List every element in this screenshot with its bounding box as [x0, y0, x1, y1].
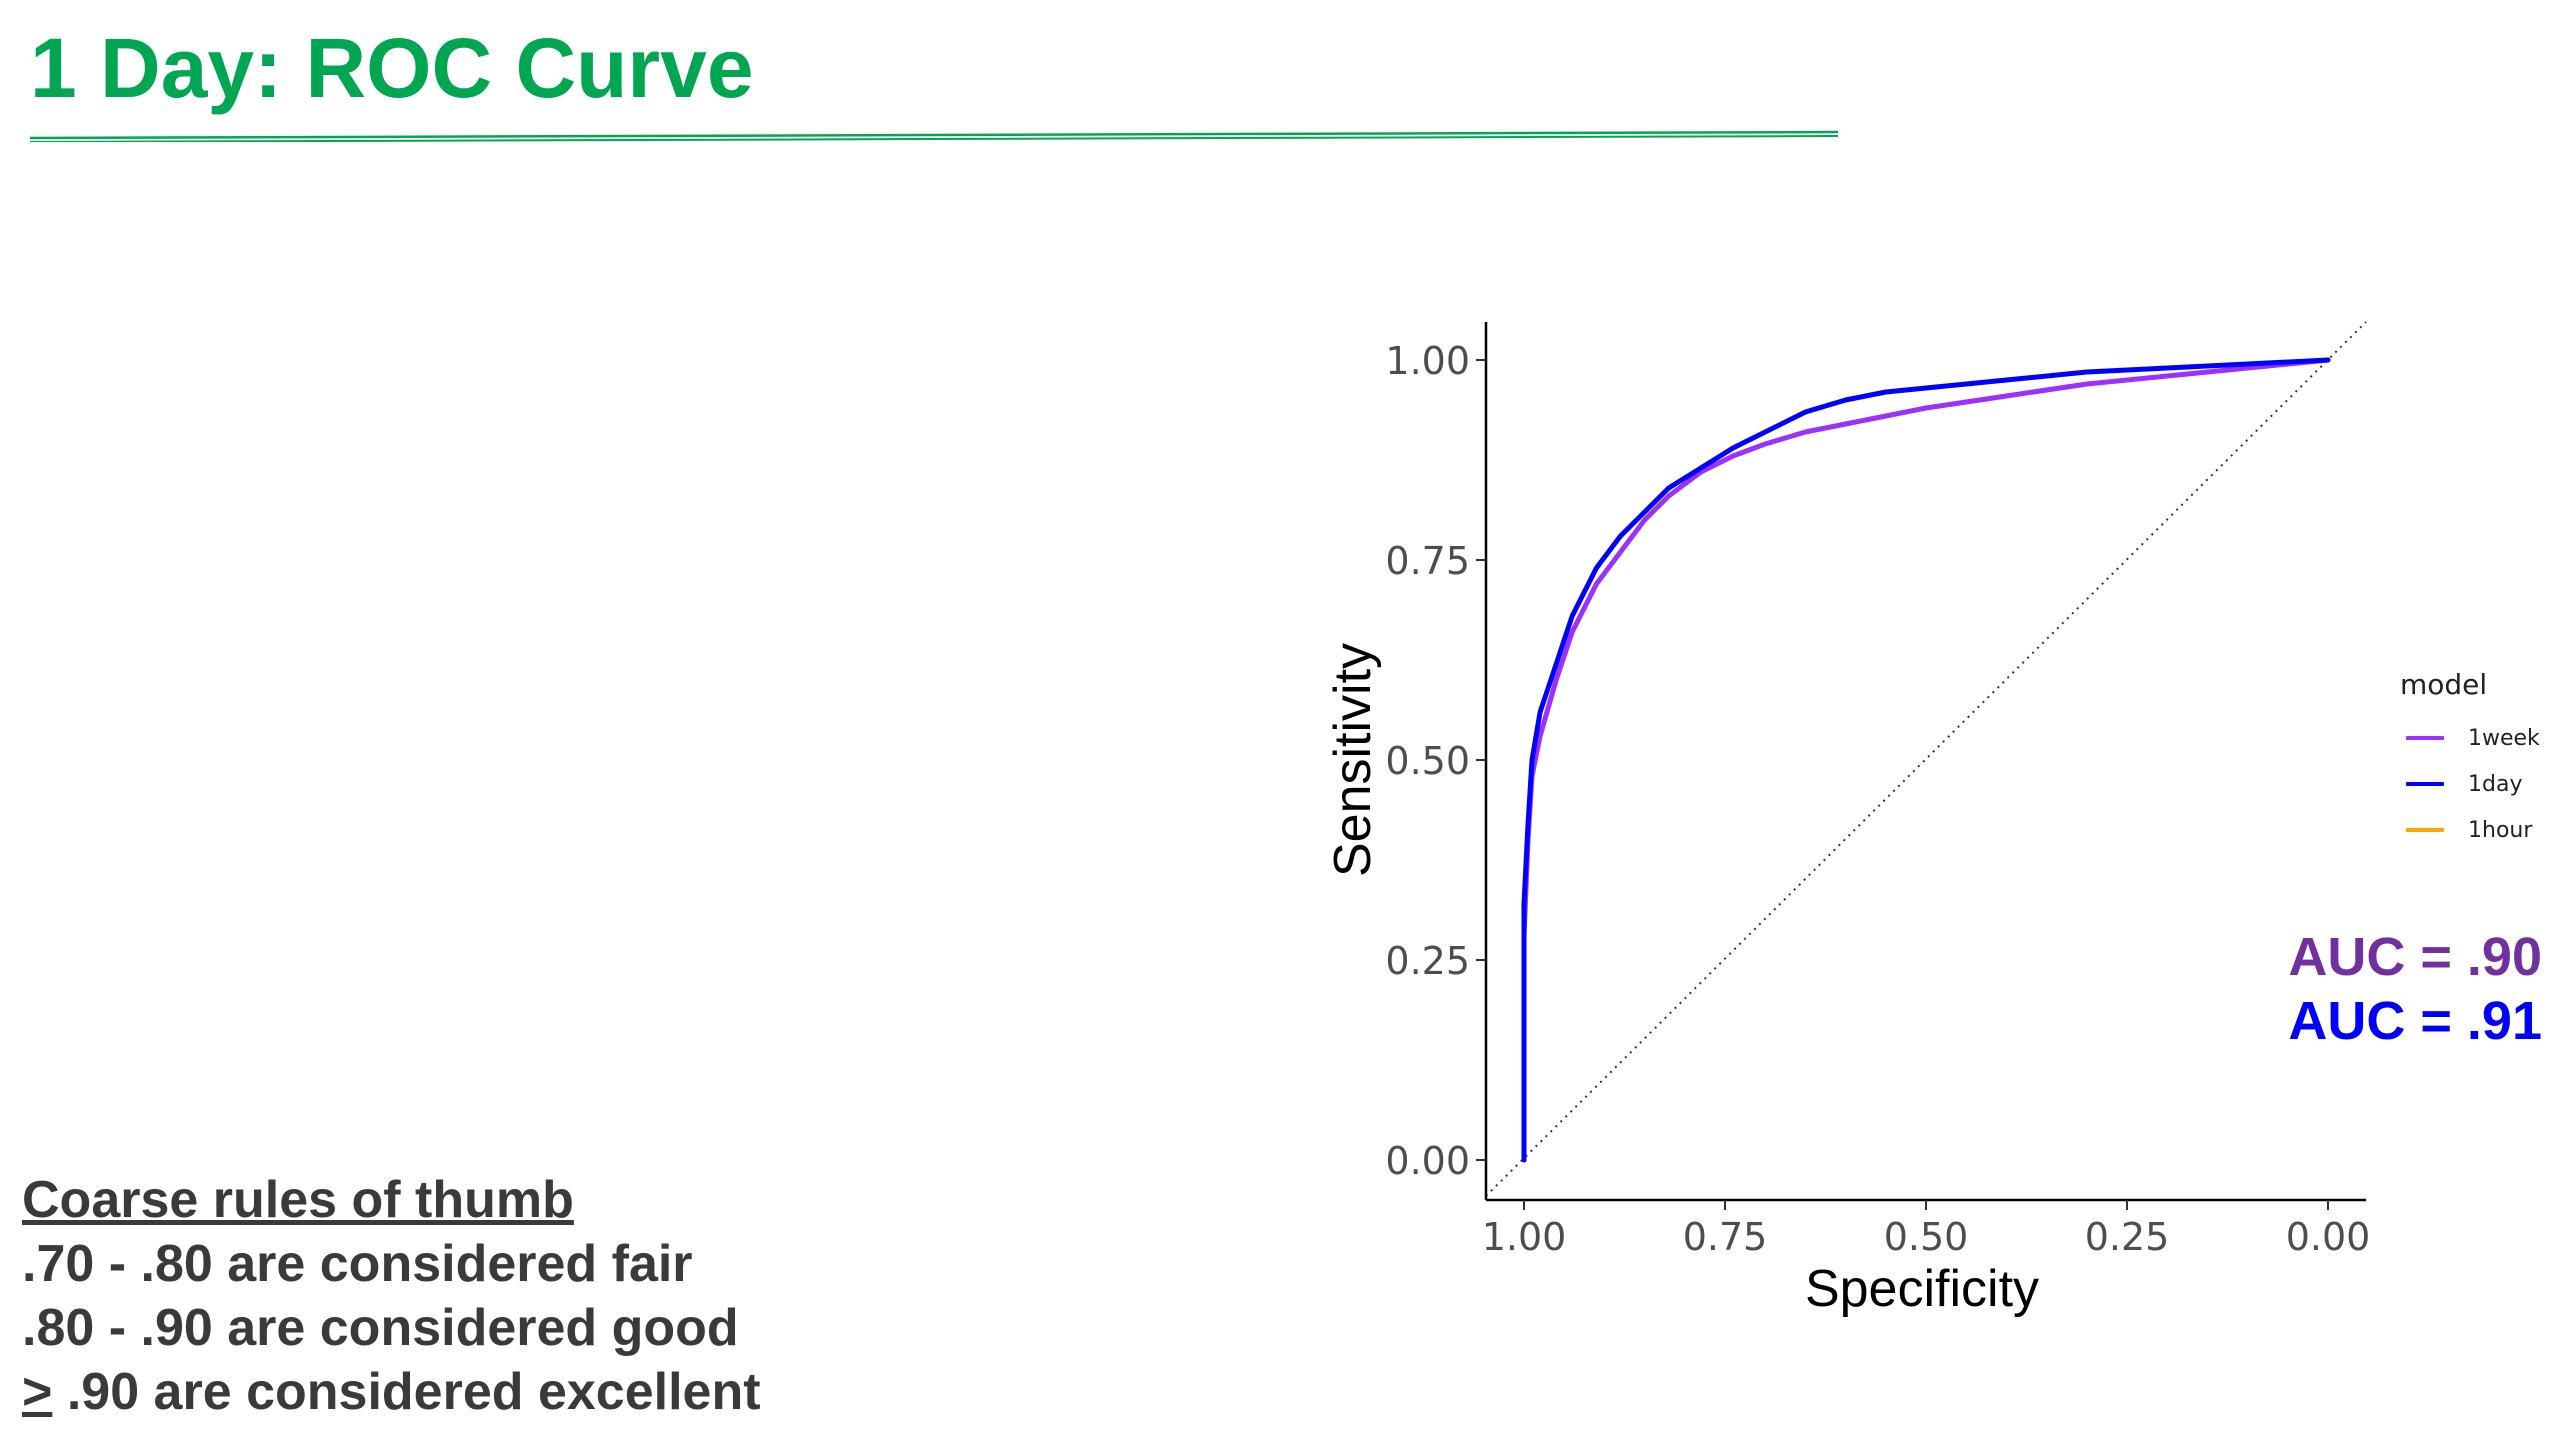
- greater-equal-symbol: >: [22, 1363, 53, 1421]
- legend-item-1hour: 1hour: [2400, 807, 2540, 853]
- y-tick-label: 0.00: [1385, 1139, 1470, 1183]
- rule-good: .80 - .90 are considered good: [22, 1299, 739, 1357]
- chart-legend: model 1week 1day 1hour: [2400, 668, 2540, 853]
- auc-label-1day: AUC = .91: [2288, 991, 2542, 1051]
- title-underline: [30, 130, 1838, 142]
- y-tick-label: 0.50: [1385, 739, 1470, 783]
- series-line-1day: [1521, 357, 2331, 1163]
- x-tick-label: 0.75: [1683, 1215, 1768, 1259]
- rule-excellent-text: .90 are considered excellent: [52, 1363, 761, 1421]
- rule-excellent: > .90 are considered excellent: [22, 1360, 761, 1424]
- y-tick-label: 0.25: [1385, 939, 1470, 983]
- auc-label-1week: AUC = .90: [2288, 927, 2542, 987]
- legend-item-1week: 1week: [2400, 715, 2540, 761]
- reference-diagonal: [1485, 321, 2367, 1197]
- x-tick-label: 0.25: [2085, 1215, 2170, 1259]
- rules-of-thumb: Coarse rules of thumb .70 - .80 are cons…: [22, 1168, 761, 1424]
- y-tick-label: 0.75: [1385, 539, 1470, 583]
- rule-fair: .70 - .80 are considered fair: [22, 1235, 693, 1293]
- rules-heading: Coarse rules of thumb: [22, 1171, 574, 1229]
- slide-title: 1 Day: ROC Curve: [30, 21, 754, 115]
- x-tick-label: 0.50: [1884, 1215, 1969, 1259]
- x-tick-label: 1.00: [1482, 1215, 1567, 1259]
- x-axis-label: Specificity: [1805, 1260, 2039, 1318]
- series-line-1week: [1521, 357, 2331, 1163]
- legend-label-1day: 1day: [2468, 771, 2523, 797]
- legend-key-1week: [2406, 736, 2444, 740]
- y-axis-label: Sensitivity: [1324, 643, 1382, 877]
- legend-item-1day: 1day: [2400, 761, 2540, 807]
- legend-key-1hour: [2406, 828, 2444, 832]
- legend-label-1week: 1week: [2468, 725, 2540, 751]
- legend-label-1hour: 1hour: [2468, 817, 2533, 843]
- legend-title: model: [2400, 668, 2488, 701]
- y-tick-label: 1.00: [1385, 339, 1470, 383]
- legend-key-1day: [2406, 782, 2444, 786]
- x-tick-label: 0.00: [2286, 1215, 2371, 1259]
